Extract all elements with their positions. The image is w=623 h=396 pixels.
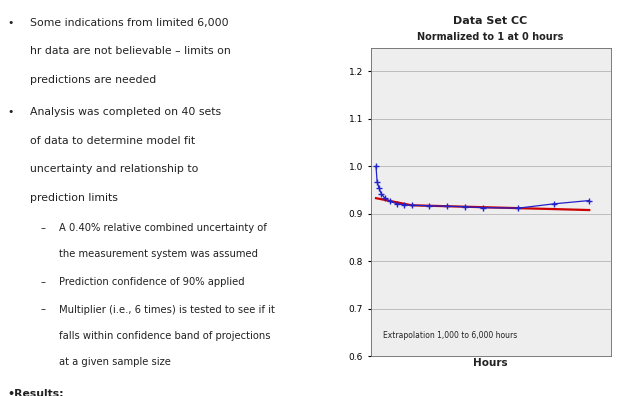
Text: •: • — [7, 107, 14, 117]
X-axis label: Hours: Hours — [473, 358, 508, 368]
Text: –: – — [40, 277, 45, 287]
Text: Some indications from limited 6,000: Some indications from limited 6,000 — [30, 18, 229, 28]
Text: hr data are not believable – limits on: hr data are not believable – limits on — [30, 46, 231, 56]
Text: the measurement system was assumed: the measurement system was assumed — [59, 249, 258, 259]
Text: predictions are needed: predictions are needed — [30, 75, 156, 85]
Text: falls within confidence band of projections: falls within confidence band of projecti… — [59, 331, 270, 341]
Text: A 0.40% relative combined uncertainty of: A 0.40% relative combined uncertainty of — [59, 223, 267, 233]
Text: uncertainty and relationship to: uncertainty and relationship to — [30, 164, 198, 174]
Text: –: – — [40, 223, 45, 233]
Text: •Results:: •Results: — [7, 389, 64, 396]
Text: prediction limits: prediction limits — [30, 193, 118, 203]
Text: Analysis was completed on 40 sets: Analysis was completed on 40 sets — [30, 107, 221, 117]
Text: •: • — [7, 18, 14, 28]
Text: of data to determine model fit: of data to determine model fit — [30, 136, 195, 146]
Text: at a given sample size: at a given sample size — [59, 357, 171, 367]
Text: Normalized to 1 at 0 hours: Normalized to 1 at 0 hours — [417, 32, 564, 42]
Text: Data Set CC: Data Set CC — [454, 16, 528, 26]
Text: –: – — [40, 305, 45, 314]
Text: Prediction confidence of 90% applied: Prediction confidence of 90% applied — [59, 277, 245, 287]
Text: Extrapolation 1,000 to 6,000 hours: Extrapolation 1,000 to 6,000 hours — [383, 331, 517, 340]
Text: Multiplier (i.e., 6 times) is tested to see if it: Multiplier (i.e., 6 times) is tested to … — [59, 305, 275, 314]
